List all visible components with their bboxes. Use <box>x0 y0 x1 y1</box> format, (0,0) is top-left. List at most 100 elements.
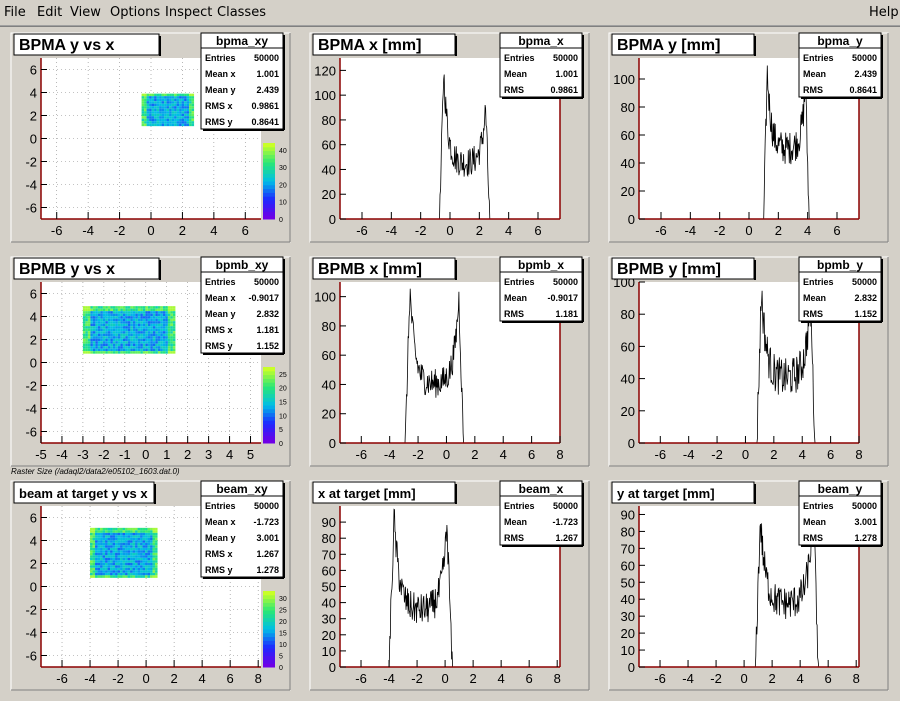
heatmap-cell <box>130 570 133 573</box>
heatmap-cell <box>115 338 118 342</box>
heatmap-cell <box>112 308 116 312</box>
heatmap-cell <box>100 308 103 312</box>
heatmap-cell <box>191 106 195 109</box>
menu-options[interactable]: Options <box>110 5 161 20</box>
x-tick-label: -4 <box>82 223 94 238</box>
heatmap-cell <box>159 123 162 127</box>
heatmap-cell <box>127 547 131 551</box>
heatmap-cell <box>105 555 108 558</box>
stats-value: 1.181 <box>256 325 279 335</box>
heatmap-cell <box>135 527 138 531</box>
raster-size-label: Raster Size (/adaql2/data2/e05102_1603.d… <box>11 467 180 476</box>
heatmap-cell <box>97 570 101 573</box>
heatmap-cell <box>162 338 166 342</box>
heatmap-cell <box>125 542 128 546</box>
y-tick-label: 6 <box>30 287 37 302</box>
heatmap-cell <box>110 547 113 551</box>
heatmap-cell <box>127 532 131 536</box>
stats-value: 1.001 <box>256 69 279 79</box>
heatmap-cell <box>170 311 173 314</box>
stats-label: Entries <box>504 277 535 287</box>
x-tick-label: 1 <box>163 447 170 462</box>
heatmap-cell <box>127 562 131 566</box>
heatmap-cell <box>152 532 156 536</box>
heatmap-cell <box>85 306 88 309</box>
heatmap-cell <box>90 565 93 568</box>
heatmap-cell <box>155 343 158 347</box>
heatmap-cell <box>142 530 146 533</box>
heatmap-cell <box>154 106 157 109</box>
heatmap-cell <box>130 552 133 556</box>
heatmap-cell <box>152 341 156 344</box>
heatmap-cell <box>130 550 133 553</box>
heatmap-cell <box>155 557 158 561</box>
menu-edit[interactable]: Edit <box>37 5 63 20</box>
heatmap-cell <box>122 318 126 322</box>
heatmap-cell <box>154 116 157 119</box>
menu-help[interactable]: Help <box>869 5 899 20</box>
heatmap-cell <box>179 101 182 104</box>
heatmap-cell <box>170 326 173 329</box>
heatmap-cell <box>162 348 166 352</box>
heatmap-cell <box>172 343 176 347</box>
heatmap-cell <box>97 316 101 319</box>
heatmap-cell <box>92 542 96 546</box>
heatmap-cell <box>164 103 167 107</box>
stats-label: Mean y <box>205 85 236 95</box>
heatmap-cell <box>141 101 145 104</box>
heatmap-cell <box>125 306 128 309</box>
heatmap-cell <box>140 567 143 571</box>
heatmap-cell <box>165 341 168 344</box>
heatmap-cell <box>117 311 121 314</box>
heatmap-cell <box>142 341 146 344</box>
heatmap-cell <box>155 537 158 541</box>
heatmap-cell <box>87 341 91 344</box>
heatmap-cell <box>150 555 153 558</box>
heatmap-cell <box>155 306 158 309</box>
heatmap-cell <box>150 552 153 556</box>
heatmap-cell <box>112 316 116 319</box>
heatmap-cell <box>132 530 136 533</box>
stats-label: RMS <box>504 309 524 319</box>
heatmap-cell <box>147 545 151 548</box>
palette-swatch <box>263 606 275 611</box>
heatmap-cell <box>120 338 123 342</box>
palette-swatch <box>263 154 275 159</box>
heatmap-cell <box>97 308 101 312</box>
menu-inspect[interactable]: Inspect <box>165 5 213 20</box>
heatmap-cell <box>145 547 148 551</box>
heatmap-cell <box>161 101 165 104</box>
heatmap-cell <box>107 555 111 558</box>
heatmap-cell <box>140 560 143 563</box>
stats-value: 0.8641 <box>849 85 877 95</box>
palette-swatch <box>263 184 275 190</box>
heatmap-cell <box>140 318 143 322</box>
heatmap-cell <box>117 550 121 553</box>
heatmap-cell <box>117 351 121 354</box>
heatmap-cell <box>142 552 146 556</box>
heatmap-cell <box>166 101 170 104</box>
palette-swatch <box>263 173 275 178</box>
heatmap-cell <box>132 545 136 548</box>
heatmap-cell <box>140 336 143 339</box>
heatmap-cell <box>156 113 160 117</box>
heatmap-cell <box>191 113 195 117</box>
menu-file[interactable]: File <box>4 5 26 20</box>
menu-classes[interactable]: Classes <box>217 5 266 20</box>
menu-view[interactable]: View <box>70 5 101 20</box>
heatmap-cell <box>135 311 138 314</box>
heatmap-cell <box>162 331 166 334</box>
heatmap-cell <box>115 316 118 319</box>
heatmap-cell <box>181 101 185 104</box>
heatmap-cell <box>120 540 123 543</box>
heatmap-cell <box>151 121 155 124</box>
